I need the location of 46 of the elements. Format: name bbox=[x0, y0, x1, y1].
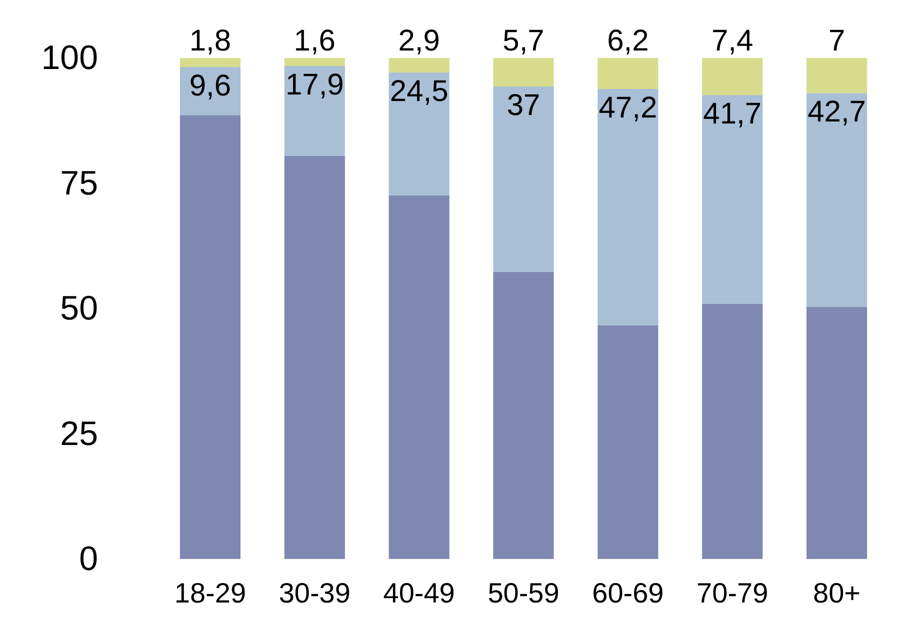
data-label: 7,4 bbox=[712, 24, 754, 58]
data-label: 37 bbox=[506, 89, 540, 122]
data-label: 47,2 bbox=[598, 92, 658, 125]
bar bbox=[806, 58, 868, 94]
bar bbox=[284, 66, 345, 156]
bar bbox=[180, 58, 240, 68]
data-label: 7 bbox=[828, 24, 846, 58]
bar bbox=[702, 58, 763, 96]
data-label: 24,5 bbox=[390, 75, 448, 108]
bar bbox=[806, 93, 868, 307]
bar bbox=[493, 272, 554, 559]
bar bbox=[598, 89, 658, 326]
x-tick-label: 70-79 bbox=[696, 578, 768, 608]
bar bbox=[598, 326, 658, 559]
data-label: 6,2 bbox=[607, 24, 649, 58]
y-tick-label: 100 bbox=[41, 39, 98, 77]
y-tick-label: 50 bbox=[60, 290, 98, 328]
x-tick-label: 60-69 bbox=[592, 578, 664, 608]
data-label: 17,9 bbox=[285, 68, 344, 102]
x-tick-label: 40-49 bbox=[383, 578, 455, 608]
x-tick-label: 50-59 bbox=[488, 578, 560, 608]
bar bbox=[388, 58, 450, 73]
y-tick-label: 75 bbox=[60, 164, 98, 202]
data-label: 2,9 bbox=[398, 24, 440, 58]
y-tick-label: 0 bbox=[79, 540, 98, 578]
data-label: 42,7 bbox=[808, 96, 866, 129]
bar bbox=[388, 72, 450, 196]
bar bbox=[493, 86, 554, 272]
bar bbox=[702, 95, 763, 304]
bar bbox=[284, 156, 345, 559]
bar bbox=[284, 58, 345, 66]
data-label: 5,7 bbox=[502, 24, 544, 58]
data-label: 1,6 bbox=[294, 24, 336, 58]
y-tick-label: 25 bbox=[60, 414, 98, 453]
bar bbox=[180, 115, 240, 559]
data-label: 9,6 bbox=[189, 70, 232, 103]
bar bbox=[702, 304, 763, 559]
x-tick-label: 18-29 bbox=[174, 578, 246, 608]
bar bbox=[493, 58, 554, 87]
bar bbox=[388, 195, 450, 559]
data-label: 41,7 bbox=[703, 98, 762, 131]
bar bbox=[598, 58, 658, 90]
x-tick-label: 80+ bbox=[813, 578, 861, 608]
data-label: 1,8 bbox=[189, 24, 232, 58]
bar bbox=[806, 306, 868, 559]
x-tick-label: 30-39 bbox=[278, 578, 350, 608]
